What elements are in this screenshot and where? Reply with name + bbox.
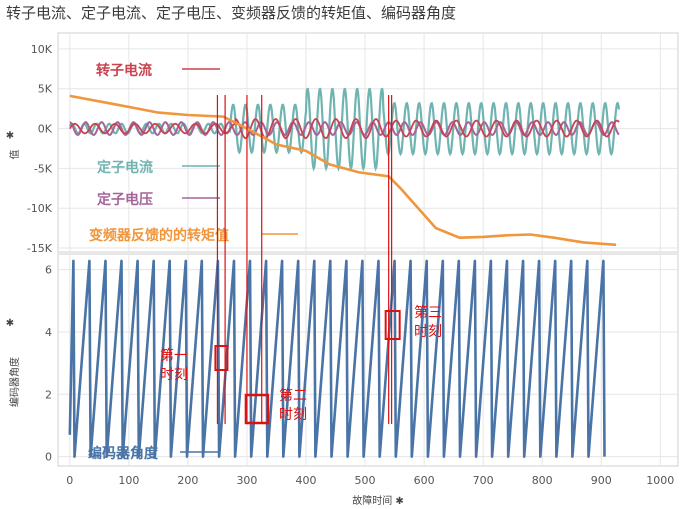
series-encoder-angle-line <box>68 259 606 458</box>
chart-title: 转子电流、定子电流、定子电压、变频器反馈的转矩值、编码器角度 <box>6 4 457 22</box>
y-tick-label-bottom: 4 <box>45 326 52 339</box>
moment-3-box <box>384 310 401 340</box>
pin-icon: ✱ <box>6 318 14 329</box>
moment-3-label-line: 时刻 <box>414 324 442 340</box>
x-tick-label: 0 <box>66 474 73 487</box>
legend-label: 定子电流 <box>97 159 153 176</box>
moment-2-label: 第二时刻 <box>279 387 307 423</box>
top-panel-frame <box>57 32 679 253</box>
y-axis-title-top: 值 <box>8 150 21 160</box>
y-tick-label-top: 5K <box>38 83 53 96</box>
x-tick-label: 200 <box>177 474 198 487</box>
y-tick-label-top: -15K <box>27 242 53 255</box>
legend-label: 变频器反馈的的转矩值 <box>89 227 229 244</box>
moment-1-label-line: 第一 <box>160 347 188 364</box>
moment-3-label: 第三时刻 <box>414 304 442 340</box>
y-tick-label-top: -5K <box>34 162 53 175</box>
x-axis-title: 故障时间 ✱ <box>352 494 404 507</box>
legend-label: 定子电压 <box>97 191 153 208</box>
moment-2-box <box>244 393 270 425</box>
y-tick-label-top: 0K <box>38 123 53 136</box>
y-tick-label-bottom: 6 <box>45 264 52 277</box>
x-tick-label: 800 <box>532 474 553 487</box>
moment-2-label-line: 第二 <box>279 387 307 404</box>
moment-3-label-line: 第三 <box>414 304 442 321</box>
y-tick-label-top: -10K <box>27 202 53 215</box>
x-tick-label: 300 <box>236 474 257 487</box>
y-tick-label-bottom: 2 <box>45 388 52 401</box>
x-tick-label: 1000 <box>646 474 674 487</box>
legend-label: 转子电流 <box>96 62 152 79</box>
axes-layer: 0 100 200 300 400 500 600 700 800 900 1000 10K 5K 0K -… <box>6 43 674 507</box>
legend-label: 编码器角度 <box>88 445 159 462</box>
x-tick-label: 400 <box>296 474 317 487</box>
moment-1-label: 第一时刻 <box>160 347 188 383</box>
series-layer <box>68 87 621 458</box>
x-tick-label: 900 <box>591 474 612 487</box>
series-rotor-current-line <box>69 117 620 139</box>
x-tick-label: 700 <box>473 474 494 487</box>
x-tick-label: 500 <box>355 474 376 487</box>
y-tick-label-bottom: 0 <box>45 451 52 464</box>
moment-1-label-line: 时刻 <box>160 367 188 383</box>
x-tick-label: 100 <box>118 474 139 487</box>
y-tick-label-top: 10K <box>31 43 53 56</box>
moment-2-label-line: 时刻 <box>279 407 307 423</box>
pin-icon: ✱ <box>6 131 14 142</box>
x-tick-label: 600 <box>414 474 435 487</box>
y-axis-title-bottom: 编码器角度 <box>8 357 21 407</box>
moment-1-box <box>214 345 229 371</box>
bottom-panel-frame <box>57 253 679 467</box>
